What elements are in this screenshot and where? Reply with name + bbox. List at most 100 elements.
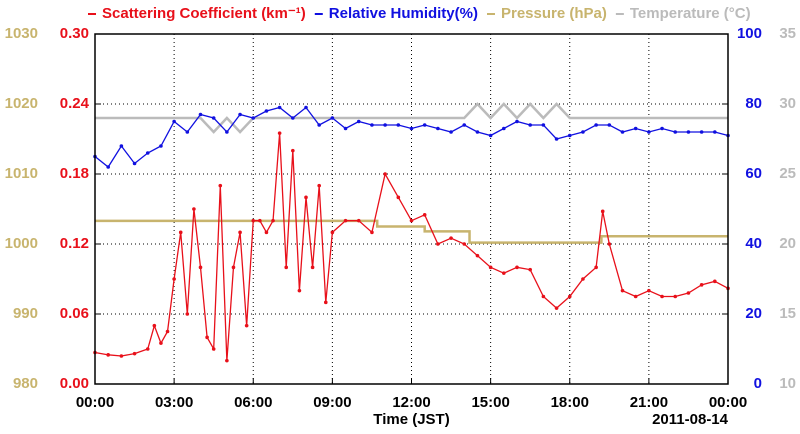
axis-tick-label: 35 (779, 25, 796, 42)
data-point (647, 130, 651, 134)
axis-tick-label: 0 (754, 375, 762, 392)
data-point (383, 172, 387, 176)
data-point (581, 277, 585, 281)
data-point (310, 265, 315, 270)
data-point (291, 148, 295, 153)
data-point (436, 242, 440, 246)
data-point (258, 218, 262, 223)
data-point (370, 230, 374, 235)
data-point (449, 130, 453, 134)
data-point (409, 126, 414, 131)
data-point (205, 335, 209, 340)
data-point (673, 130, 678, 134)
data-point (567, 294, 572, 299)
data-point (211, 116, 216, 120)
data-point (277, 131, 282, 135)
data-point (488, 265, 493, 270)
data-point (198, 265, 203, 270)
data-point (119, 144, 124, 148)
data-point (159, 144, 163, 148)
data-point (152, 323, 157, 328)
data-point (132, 351, 137, 356)
data-point (343, 218, 348, 223)
data-point (554, 306, 559, 310)
axis-tick-label: 15 (779, 305, 796, 322)
axis-tick-label: 0.30 (60, 25, 89, 42)
axis-tick-label: 980 (13, 375, 38, 392)
data-point (607, 242, 612, 246)
data-point (594, 265, 598, 270)
data-point (462, 242, 467, 246)
data-point (238, 112, 242, 117)
data-point (106, 353, 110, 357)
data-point (192, 207, 196, 211)
axis-tick-label: 20 (779, 235, 796, 252)
data-point (172, 119, 176, 124)
axis-tick-label: 60 (745, 165, 762, 182)
data-point (238, 230, 242, 235)
data-point (119, 354, 124, 358)
x-tick-label: 18:00 (551, 394, 589, 411)
legend-label: Scattering Coefficient (km⁻¹) (102, 5, 306, 22)
data-point (581, 130, 585, 134)
x-tick-label: 12:00 (392, 394, 430, 411)
legend-label: Temperature (°C) (630, 5, 751, 22)
data-point (633, 126, 638, 131)
data-point (251, 218, 256, 223)
legend-label: Relative Humidity(%) (329, 5, 478, 22)
axis-tick-label: 1000 (5, 235, 38, 252)
data-point (317, 123, 321, 127)
data-point (620, 130, 625, 134)
data-point (297, 288, 302, 293)
data-point (422, 123, 427, 127)
data-point (449, 236, 453, 240)
data-point (330, 230, 335, 235)
axis-tick-label: 40 (745, 235, 762, 252)
axis-tick-label: 100 (737, 25, 762, 42)
data-point (370, 123, 374, 127)
axis-tick-label: 0.24 (60, 95, 90, 112)
data-point (145, 151, 150, 155)
data-point (231, 265, 236, 270)
x-tick-label: 21:00 (630, 394, 668, 411)
data-point (159, 341, 163, 345)
data-point (211, 347, 216, 351)
data-point (475, 130, 480, 134)
data-point (660, 294, 664, 299)
data-point (528, 123, 532, 127)
axis-tick-label: 30 (779, 95, 796, 112)
data-point (185, 130, 190, 134)
data-point (304, 105, 308, 110)
data-point (317, 183, 321, 188)
data-point (225, 130, 229, 134)
legend-label: Pressure (hPa) (501, 5, 607, 22)
data-point (218, 183, 223, 188)
x-tick-label: 15:00 (471, 394, 509, 411)
data-point (291, 116, 295, 120)
x-axis-label: Time (JST) (373, 411, 449, 428)
data-point (462, 123, 467, 127)
data-point (673, 294, 678, 299)
data-point (271, 218, 275, 223)
axis-tick-label: 25 (779, 165, 796, 182)
data-point (686, 130, 691, 134)
axis-tick-label: 10 (779, 375, 796, 392)
data-point (633, 294, 638, 299)
data-point (699, 283, 704, 287)
data-point (475, 253, 480, 258)
data-point (343, 126, 348, 131)
data-point (647, 288, 651, 293)
data-point (515, 265, 519, 270)
data-point (620, 288, 625, 293)
data-point (436, 126, 440, 131)
data-point (422, 213, 427, 217)
data-point (264, 109, 269, 113)
data-point (541, 123, 546, 127)
data-point (185, 312, 190, 316)
data-point (356, 119, 361, 124)
plot-frame (94, 33, 729, 385)
date-label: 2011-08-14 (652, 411, 729, 428)
data-point (172, 277, 176, 281)
data-point (515, 119, 519, 124)
x-tick-label: 03:00 (155, 394, 193, 411)
